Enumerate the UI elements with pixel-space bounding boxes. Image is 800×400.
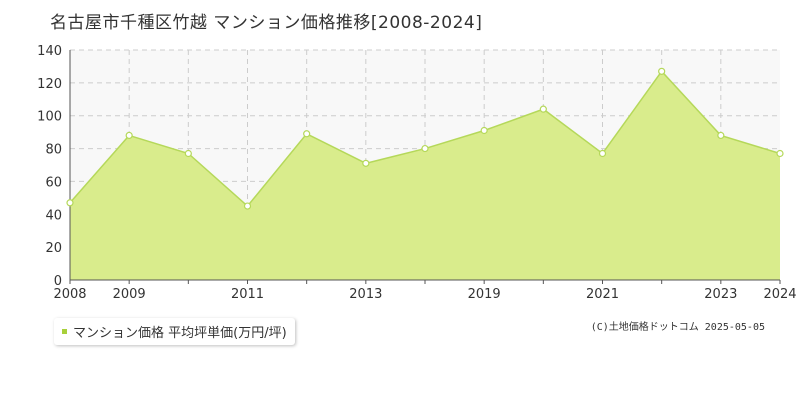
data-point bbox=[125, 131, 133, 140]
x-tick-label: 2013 bbox=[349, 287, 382, 302]
y-tick-label: 100 bbox=[37, 110, 62, 125]
y-tick-label: 120 bbox=[37, 77, 62, 92]
x-tick-label: 2019 bbox=[468, 287, 501, 302]
data-point bbox=[717, 131, 725, 140]
axes bbox=[69, 50, 781, 284]
y-tick-label: 140 bbox=[37, 44, 62, 59]
legend-label: マンション価格 平均坪単価(万円/坪) bbox=[73, 326, 287, 341]
data-point bbox=[480, 126, 488, 135]
y-tick-label: 80 bbox=[45, 143, 62, 158]
y-tick-label: 60 bbox=[45, 175, 62, 190]
chart-title: 名古屋市千種区竹越 マンション価格推移[2008-2024] bbox=[50, 13, 483, 33]
data-point bbox=[776, 149, 784, 158]
x-tick-label: 2023 bbox=[704, 287, 737, 302]
data-point bbox=[658, 67, 666, 75]
series-area-fill bbox=[70, 71, 780, 280]
tick-labels: 0 20 40 60 80 100 120 140 2008 2009 2011 2013 2019 20… bbox=[37, 44, 796, 302]
data-point bbox=[184, 149, 192, 158]
y-tick-label: 20 bbox=[45, 241, 62, 256]
y-tick-label: 0 bbox=[54, 274, 62, 289]
data-point bbox=[243, 202, 252, 210]
data-point bbox=[303, 130, 311, 138]
data-point bbox=[421, 144, 429, 153]
series-markers bbox=[66, 67, 784, 210]
x-tick-label: 2021 bbox=[586, 287, 619, 302]
x-tick-label: 2024 bbox=[763, 287, 796, 302]
data-point bbox=[362, 159, 370, 167]
data-point bbox=[539, 105, 547, 113]
x-tick-label: 2011 bbox=[231, 287, 264, 302]
legend: マンション価格 平均坪単価(万円/坪) bbox=[54, 318, 295, 345]
y-tick-label: 40 bbox=[45, 208, 62, 223]
x-tick-label: 2009 bbox=[113, 287, 146, 302]
data-point bbox=[66, 199, 74, 207]
credit-text: (C)土地価格ドットコム 2025-05-05 bbox=[590, 322, 765, 333]
legend-swatch bbox=[62, 329, 67, 334]
x-tick-label: 2008 bbox=[53, 287, 86, 302]
data-point bbox=[598, 149, 607, 158]
